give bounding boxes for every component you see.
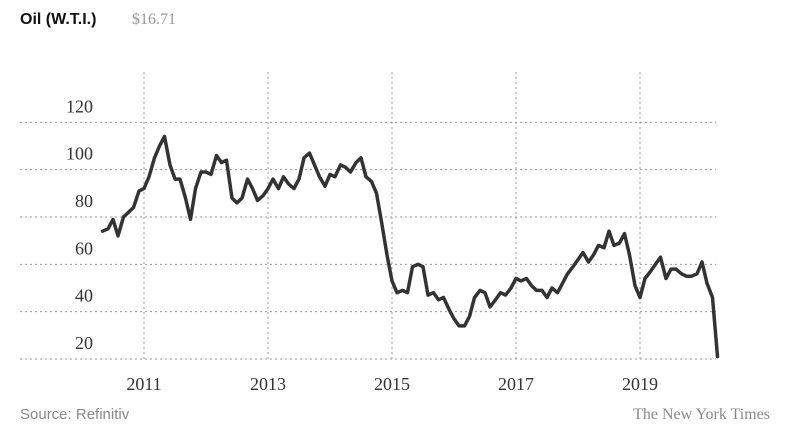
y-tick-label: 60 — [75, 238, 93, 258]
x-tick-label: 2011 — [126, 374, 161, 394]
x-tick-label: 2015 — [374, 374, 410, 394]
y-tick-label: 100 — [66, 144, 93, 164]
source: Source: Refinitiv — [20, 406, 130, 423]
y-tick-label: 80 — [75, 191, 93, 211]
y-tick-label: 120 — [66, 96, 93, 116]
chart-title: Oil (W.T.I.) — [20, 11, 96, 28]
x-tick-label: 2019 — [622, 374, 658, 394]
y-tick-label: 40 — [75, 286, 93, 306]
price: $16.71 — [132, 11, 176, 28]
x-tick-label: 2013 — [250, 374, 286, 394]
y-tick-label: 20 — [75, 333, 93, 353]
x-tick-label: 2017 — [498, 374, 534, 394]
credit: The New York Times — [633, 406, 770, 423]
price-line — [100, 134, 720, 359]
